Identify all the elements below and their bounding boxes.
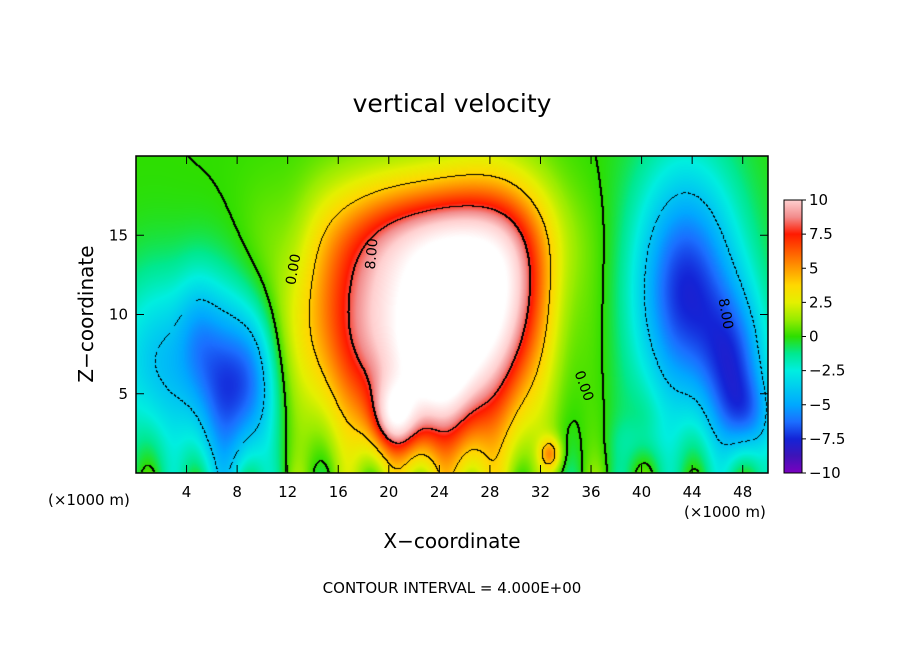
- contour-label: 0.00: [283, 253, 304, 286]
- heatmap-field: [136, 156, 768, 473]
- colorbar-tick-label: 7.5: [809, 225, 833, 243]
- x-axis-ticks: 4 8 12 16 20 24 28 32 36 40 44 48: [182, 156, 752, 501]
- x-axis-label: X−coordinate: [383, 529, 520, 553]
- x-tick-label: 40: [632, 483, 651, 501]
- x-unit-left: (×1000 m): [48, 491, 130, 509]
- y-tick-label: 5: [118, 385, 128, 403]
- x-unit-right: (×1000 m): [684, 503, 766, 521]
- colorbar-tick-label: −7.5: [809, 430, 845, 448]
- x-tick-label: 28: [480, 483, 499, 501]
- x-tick-label: 8: [232, 483, 242, 501]
- colorbar-scale: [783, 199, 803, 474]
- contour-label: 8.00: [715, 297, 736, 330]
- y-tick-label: 10: [109, 306, 128, 324]
- colorbar-tick-label: −2.5: [809, 362, 845, 380]
- y-axis-label: Z−coordinate: [74, 245, 98, 382]
- x-tick-label: 4: [182, 483, 192, 501]
- contour-interval-note: CONTOUR INTERVAL = 4.000E+00: [323, 579, 582, 597]
- x-tick-label: 24: [430, 483, 449, 501]
- x-tick-label: 20: [379, 483, 398, 501]
- colorbar-ticks: 10 7.5 5 2.5 0 −2.5 −5 −7.5 −10: [802, 191, 845, 482]
- x-tick-label: 32: [531, 483, 550, 501]
- y-tick-label: 15: [109, 226, 128, 244]
- chart-title: vertical velocity: [353, 89, 552, 118]
- colorbar-tick-label: −10: [809, 464, 841, 482]
- x-tick-label: 12: [278, 483, 297, 501]
- colorbar-tick-label: 0: [809, 328, 819, 346]
- plot-area: 0.00 8.008.000.00 4 8 12 16 20 24 28 32 36 40 44 48 …: [109, 155, 769, 501]
- contour-label: 8.00: [363, 238, 382, 270]
- x-tick-label: 36: [581, 483, 600, 501]
- y-axis-ticks: 5 10 15: [109, 226, 768, 403]
- x-tick-label: 16: [329, 483, 348, 501]
- x-tick-label: 44: [683, 483, 702, 501]
- colorbar-tick-label: 10: [809, 191, 828, 209]
- colorbar: 10 7.5 5 2.5 0 −2.5 −5 −7.5 −10: [783, 191, 845, 482]
- colorbar-tick-label: −5: [809, 396, 831, 414]
- colorbar-tick-label: 5: [809, 259, 819, 277]
- x-tick-label: 48: [733, 483, 752, 501]
- colorbar-tick-label: 2.5: [809, 293, 833, 311]
